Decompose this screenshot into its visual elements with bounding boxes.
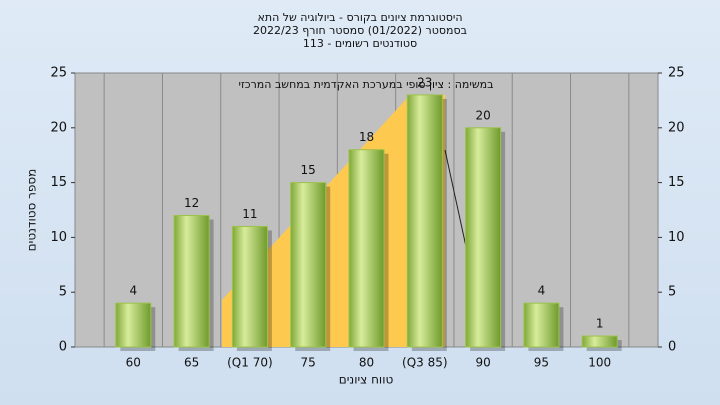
- x-tick-label: 60: [126, 356, 141, 370]
- bar: [348, 149, 385, 348]
- y-tick-label: 0: [59, 340, 67, 355]
- x-tick-label: 80: [359, 356, 374, 370]
- bar: [581, 335, 618, 348]
- data-label: 18: [359, 130, 374, 144]
- y2-tick-label: 25: [668, 66, 685, 81]
- bar: [173, 214, 210, 348]
- quartile-area: [222, 95, 445, 347]
- annotation: במשימה : ציון סופי במערכת האקדמית במחשב …: [239, 78, 494, 91]
- bar: [406, 94, 443, 348]
- data-label: 12: [184, 196, 199, 210]
- bar: [523, 302, 560, 348]
- chart-title: היסטוגרמת ציונים בקורס - ביולוגיה של התא: [257, 11, 462, 24]
- y-tick-label: 15: [50, 175, 67, 190]
- chart-subtitle: סטודנטים רשומים - 113: [303, 37, 417, 50]
- bar: [465, 127, 502, 348]
- x-tick-label: 75: [301, 356, 316, 370]
- x-tick-label: 90: [475, 356, 490, 370]
- x-axis-label: טווח ציונים: [339, 373, 394, 387]
- x-tick-label: 100: [588, 356, 611, 370]
- x-tick-label: (Q1 70): [227, 356, 273, 370]
- y2-tick-label: 15: [668, 175, 685, 190]
- data-label: 11: [242, 207, 257, 221]
- x-tick-label: 95: [534, 356, 549, 370]
- bar: [290, 182, 327, 348]
- data-label: 20: [475, 108, 490, 122]
- y-axis-label: מספר סטודנטים: [25, 169, 39, 252]
- y2-tick-label: 5: [668, 285, 676, 300]
- y2-tick-label: 10: [668, 230, 685, 245]
- y-tick-label: 5: [59, 285, 67, 300]
- data-label: 15: [301, 163, 316, 177]
- bar: [231, 225, 268, 348]
- y-tick-label: 25: [50, 66, 67, 81]
- data-label: 4: [129, 284, 137, 298]
- y2-tick-label: 0: [668, 340, 676, 355]
- x-tick-label: 65: [184, 356, 199, 370]
- x-tick-label: (Q3 85): [402, 356, 448, 370]
- y-tick-label: 20: [50, 120, 67, 135]
- data-label: 23: [417, 75, 432, 89]
- data-label: 1: [596, 317, 604, 331]
- chart-subtitle: בסמסטר (01/2022) סמסטר חורף 2022/23: [253, 24, 467, 37]
- y2-tick-label: 20: [668, 120, 685, 135]
- data-label: 4: [538, 284, 546, 298]
- y-tick-label: 10: [50, 230, 67, 245]
- bar: [115, 302, 152, 348]
